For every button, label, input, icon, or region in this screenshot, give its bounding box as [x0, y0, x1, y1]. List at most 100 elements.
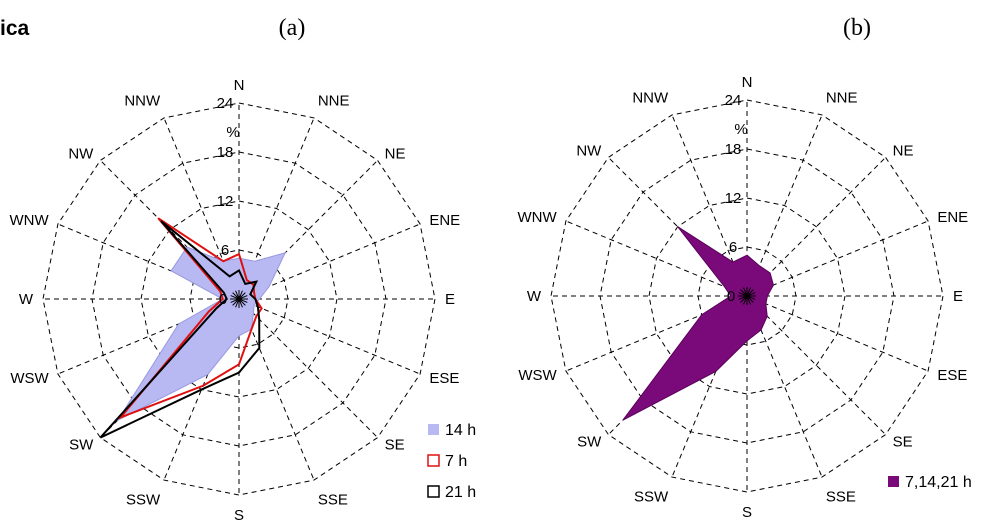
center-spoke: [740, 295, 748, 303]
grid-spoke-se: [746, 295, 886, 435]
radial-tick-label: 24: [217, 95, 234, 112]
direction-label-ene: ENE: [937, 209, 968, 226]
legend: 7,14,21 h: [888, 474, 972, 491]
grid-spoke-wsw: [57, 298, 240, 375]
direction-label-ne: NE: [893, 142, 914, 159]
panel-label: (a): [279, 15, 306, 41]
direction-label-sse: SSE: [318, 491, 348, 508]
grid-spoke-ssw: [163, 298, 240, 481]
center-spoke: [746, 295, 756, 300]
grid-spoke-nne: [238, 117, 315, 300]
direction-label-wnw: WNW: [518, 209, 558, 226]
grid-spoke-sse: [238, 298, 315, 481]
grid-spoke-nw: [608, 157, 748, 297]
grid-ring-12: [648, 197, 846, 395]
direction-label-wsw: WSW: [518, 367, 557, 384]
unit-label: %: [226, 124, 239, 141]
grid-spoke-ne: [238, 160, 378, 300]
wind-rose-panel-b: (b) 0 6 12 18 24% N NNE NE ENE E ESE SE SSE S SSW SW WSW W…: [518, 15, 972, 521]
direction-label-n: N: [742, 74, 753, 91]
center-spoke: [743, 287, 748, 297]
radial-tick-label: 0: [219, 291, 227, 308]
grid-spoke-sse: [746, 295, 823, 478]
direction-label-ese: ESE: [429, 370, 459, 387]
radial-tick-label: 18: [725, 141, 742, 158]
direction-label-w: W: [19, 291, 34, 308]
grid-spoke-ese: [238, 298, 421, 375]
grid-spoke-nne: [746, 114, 823, 297]
series-7-h: [117, 217, 263, 420]
legend-label-14-h: 14 h: [445, 422, 476, 439]
legend-swatch-21-h: [427, 485, 440, 498]
center-spoke: [740, 289, 748, 297]
grid-spoke-wnw: [57, 223, 240, 300]
corner-label: ica: [0, 17, 30, 40]
grid-ring-6: [697, 246, 797, 346]
radial-tick-label: 0: [727, 288, 735, 305]
direction-label-nw: NW: [576, 142, 602, 159]
direction-label-sw: SW: [69, 437, 94, 454]
direction-label-e: E: [445, 291, 455, 308]
direction-label-nnw: NNW: [124, 93, 161, 110]
grid-spoke-nnw: [671, 114, 748, 297]
direction-label-sse: SSE: [826, 488, 856, 505]
legend-label-21-h: 21 h: [445, 484, 476, 501]
grid-spoke-nnw: [163, 117, 240, 300]
center-spoke: [746, 292, 756, 297]
center-spoke: [230, 295, 240, 300]
grid-spoke-ene: [238, 223, 421, 300]
center-spoke: [746, 287, 751, 297]
center-spoke: [230, 298, 240, 303]
center-spoke: [238, 295, 248, 300]
panel-label: (b): [843, 15, 871, 41]
center-spoke: [235, 298, 240, 308]
legend-swatch-14-h: [428, 424, 439, 435]
wind-rose-panel-a: (a) 0 6 12 18 24% N NNE NE ENE E ESE SE SSE S SSW SW WSW W…: [10, 15, 477, 522]
direction-label-sw: SW: [577, 434, 602, 451]
grid-spoke-ene: [746, 220, 929, 297]
radial-tick-label: 12: [217, 193, 234, 210]
grid-spoke-wsw: [565, 295, 748, 372]
grid-ring-24: [550, 99, 944, 493]
grid-spoke-se: [238, 298, 378, 438]
legend: 14 h 7 h 21 h: [427, 422, 476, 501]
center-spoke: [238, 298, 248, 303]
center-spoke: [232, 298, 240, 306]
direction-label-ene: ENE: [429, 212, 460, 229]
grid: [550, 99, 944, 493]
center-spoke: [743, 295, 748, 305]
direction-label-nw: NW: [68, 145, 94, 162]
series-7-14-21-h: [622, 226, 774, 421]
center-spoke: [738, 292, 748, 297]
center-spoke: [238, 292, 246, 300]
direction-label-s: S: [234, 507, 244, 522]
center-spoke: [746, 295, 754, 303]
center-spoke: [746, 295, 751, 305]
center-spoke: [738, 295, 748, 300]
direction-label-w: W: [527, 288, 542, 305]
direction-label-se: SE: [385, 437, 405, 454]
center-spoke: [238, 298, 246, 306]
legend-label-7-14-21-h: 7,14,21 h: [905, 474, 972, 491]
radial-tick-label: 18: [217, 144, 234, 161]
radial-tick-label: 6: [729, 239, 737, 256]
grid-spoke-wnw: [565, 220, 748, 297]
legend-label-7-h: 7 h: [445, 453, 467, 470]
direction-label-nnw: NNW: [632, 90, 669, 107]
legend-swatch-7-14-21-h: [888, 476, 899, 487]
grid-spoke-nw: [100, 160, 240, 300]
grid-spoke-ne: [746, 157, 886, 297]
center-spoke: [232, 292, 240, 300]
grid-ring-12: [140, 200, 338, 398]
direction-label-wsw: WSW: [10, 370, 49, 387]
grid-spoke-ese: [746, 295, 929, 372]
legend-swatch-7-h: [427, 454, 440, 467]
series-21-h: [99, 220, 261, 439]
center-spoke: [235, 290, 240, 300]
direction-label-nne: NNE: [826, 90, 858, 107]
direction-label-nne: NNE: [318, 93, 350, 110]
direction-label-se: SE: [893, 434, 913, 451]
radial-tick-label: 6: [221, 242, 229, 259]
direction-label-ese: ESE: [937, 367, 967, 384]
